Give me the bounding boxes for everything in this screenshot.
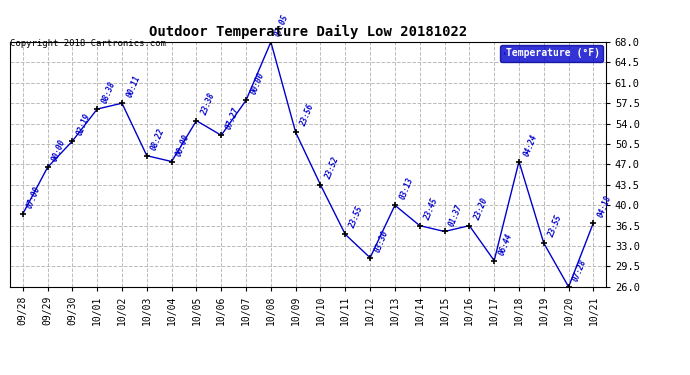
Text: 07:27: 07:27 bbox=[224, 106, 241, 131]
Text: 23:56: 23:56 bbox=[299, 104, 315, 128]
Text: 07:05: 07:05 bbox=[274, 13, 290, 38]
Text: 08:22: 08:22 bbox=[150, 127, 166, 152]
Text: 01:37: 01:37 bbox=[447, 202, 464, 227]
Text: 00:00: 00:00 bbox=[175, 132, 191, 158]
Text: 07:28: 07:28 bbox=[571, 258, 589, 283]
Text: 04:18: 04:18 bbox=[596, 194, 613, 219]
Text: 23:38: 23:38 bbox=[199, 92, 216, 117]
Text: Copyright 2018 Cartronics.com: Copyright 2018 Cartronics.com bbox=[10, 39, 166, 48]
Text: 00:00: 00:00 bbox=[50, 138, 68, 163]
Text: 23:45: 23:45 bbox=[422, 196, 440, 222]
Text: 23:52: 23:52 bbox=[324, 156, 340, 181]
Text: 07:00: 07:00 bbox=[26, 185, 43, 210]
Text: 00:11: 00:11 bbox=[125, 74, 141, 99]
Text: 03:30: 03:30 bbox=[373, 229, 390, 254]
Text: 04:24: 04:24 bbox=[522, 132, 539, 158]
Text: 00:00: 00:00 bbox=[249, 71, 266, 96]
Text: 02:19: 02:19 bbox=[75, 112, 92, 137]
Text: 06:44: 06:44 bbox=[497, 232, 514, 256]
Text: 23:20: 23:20 bbox=[472, 196, 489, 222]
Text: 23:55: 23:55 bbox=[546, 214, 564, 239]
Title: Outdoor Temperature Daily Low 20181022: Outdoor Temperature Daily Low 20181022 bbox=[149, 25, 467, 39]
Text: 23:55: 23:55 bbox=[348, 206, 365, 230]
Legend: Temperature (°F): Temperature (°F) bbox=[500, 45, 603, 62]
Text: 08:38: 08:38 bbox=[100, 80, 117, 105]
Text: 03:13: 03:13 bbox=[397, 176, 415, 201]
